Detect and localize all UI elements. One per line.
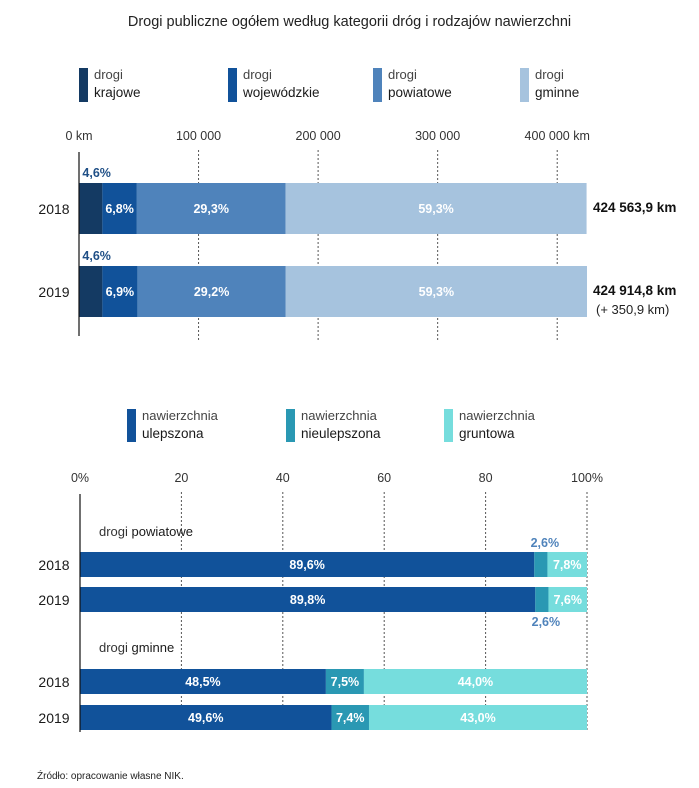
x-tick-label: 300 000 [415, 129, 460, 143]
bar-segment [80, 587, 536, 612]
data-label: 59,3% [419, 285, 454, 299]
data-label: 89,8% [290, 593, 325, 607]
data-label: 7,8% [553, 558, 582, 572]
data-label: 44,0% [458, 675, 493, 689]
category-label: 2018 [38, 674, 69, 690]
x-tick-label: 400 000 km [525, 129, 590, 143]
group-label-name: gminne [132, 640, 175, 655]
x-tick-label: 0% [71, 471, 89, 485]
legend-swatch [373, 68, 382, 102]
legend-swatch [228, 68, 237, 102]
category-label: 2019 [38, 592, 69, 608]
legend-swatch [444, 409, 453, 442]
legend-swatch [79, 68, 88, 102]
bar-segment [136, 183, 286, 234]
bar-segment [534, 552, 548, 577]
data-label: 29,3% [193, 202, 228, 216]
legend-swatch [520, 68, 529, 102]
legend-label-line2: gruntowa [459, 426, 515, 441]
bar-segment [79, 266, 103, 317]
bar-segment [535, 587, 549, 612]
legend-swatch [286, 409, 295, 442]
data-label: 4,6% [82, 166, 111, 180]
category-label: 2019 [38, 710, 69, 726]
legend-label-line1: nawierzchnia [142, 408, 219, 423]
data-label: 59,3% [418, 202, 453, 216]
legend-label-line1: drogi [535, 67, 564, 82]
legend-label-line2: wojewódzkie [242, 85, 320, 100]
category-label: 2019 [38, 284, 69, 300]
data-label: 48,5% [185, 675, 220, 689]
group-label-prefix: drogi [99, 640, 132, 655]
x-tick-label: 100% [571, 471, 603, 485]
legend-label-line2: gminne [535, 85, 579, 100]
legend-label-line1: drogi [388, 67, 417, 82]
bar-segment [325, 669, 364, 694]
legend-label-line1: nawierzchnia [301, 408, 378, 423]
source-note: Źródło: opracowanie własne NIK. [37, 769, 184, 782]
group-label-prefix: drogi [99, 524, 132, 539]
legend-label-line1: drogi [243, 67, 272, 82]
data-label: 7,4% [336, 711, 365, 725]
chart-title: Drogi publiczne ogółem według kategorii … [128, 14, 571, 30]
data-label: 6,9% [106, 285, 135, 299]
data-label: 89,6% [289, 558, 324, 572]
bar-segment [80, 705, 332, 730]
category-label: 2018 [38, 201, 69, 217]
bar-segment [80, 669, 326, 694]
bar-segment [547, 552, 587, 577]
x-tick-label: 60 [377, 471, 391, 485]
bar-segment [331, 705, 369, 730]
data-label: 2,6% [531, 536, 560, 550]
data-label: 4,6% [82, 249, 111, 263]
data-label: 6,8% [105, 202, 134, 216]
data-label: 43,0% [460, 711, 495, 725]
data-label: 29,2% [194, 285, 229, 299]
total-label: 424 563,9 km [593, 200, 676, 215]
x-tick-label: 80 [479, 471, 493, 485]
x-tick-label: 40 [276, 471, 290, 485]
data-label: 7,6% [553, 593, 582, 607]
x-tick-label: 0 km [65, 129, 92, 143]
data-label: 49,6% [188, 711, 223, 725]
legend-label-line2: ulepszona [142, 426, 204, 441]
legend-swatch [127, 409, 136, 442]
data-label: 7,5% [331, 675, 360, 689]
x-tick-label: 100 000 [176, 129, 221, 143]
x-tick-label: 200 000 [296, 129, 341, 143]
data-label: 2,6% [532, 615, 561, 629]
bar-segment [368, 705, 587, 730]
bar-segment [548, 587, 587, 612]
bar-segment [102, 266, 138, 317]
group-label: drogi powiatowe [99, 524, 193, 539]
legend-label-line2: krajowe [94, 85, 141, 100]
group-label: drogi gminne [99, 640, 174, 655]
bar-segment [80, 552, 535, 577]
legend-label-line2: nieulepszona [301, 426, 381, 441]
x-tick-label: 20 [174, 471, 188, 485]
total-label: 424 914,8 km [593, 283, 676, 298]
bar-segment [137, 266, 286, 317]
legend-label-line1: nawierzchnia [459, 408, 536, 423]
bar-segment [102, 183, 137, 234]
category-label: 2018 [38, 557, 69, 573]
legend-label-line2: powiatowe [388, 85, 452, 100]
group-label-name: powiatowe [132, 524, 193, 539]
bar-segment [285, 183, 587, 234]
bar-segment [363, 669, 587, 694]
road-category-chart: drogi krajowe drogi wojewódzkie drogi powiato… [38, 67, 676, 340]
bar-segment [285, 266, 587, 317]
surface-type-chart: nawierzchnia ulepszona nawierzchnia nieulep… [38, 408, 603, 732]
legend-label-line1: drogi [94, 67, 123, 82]
bar-segment [79, 183, 103, 234]
total-change-label: (+ 350,9 km) [596, 302, 669, 317]
